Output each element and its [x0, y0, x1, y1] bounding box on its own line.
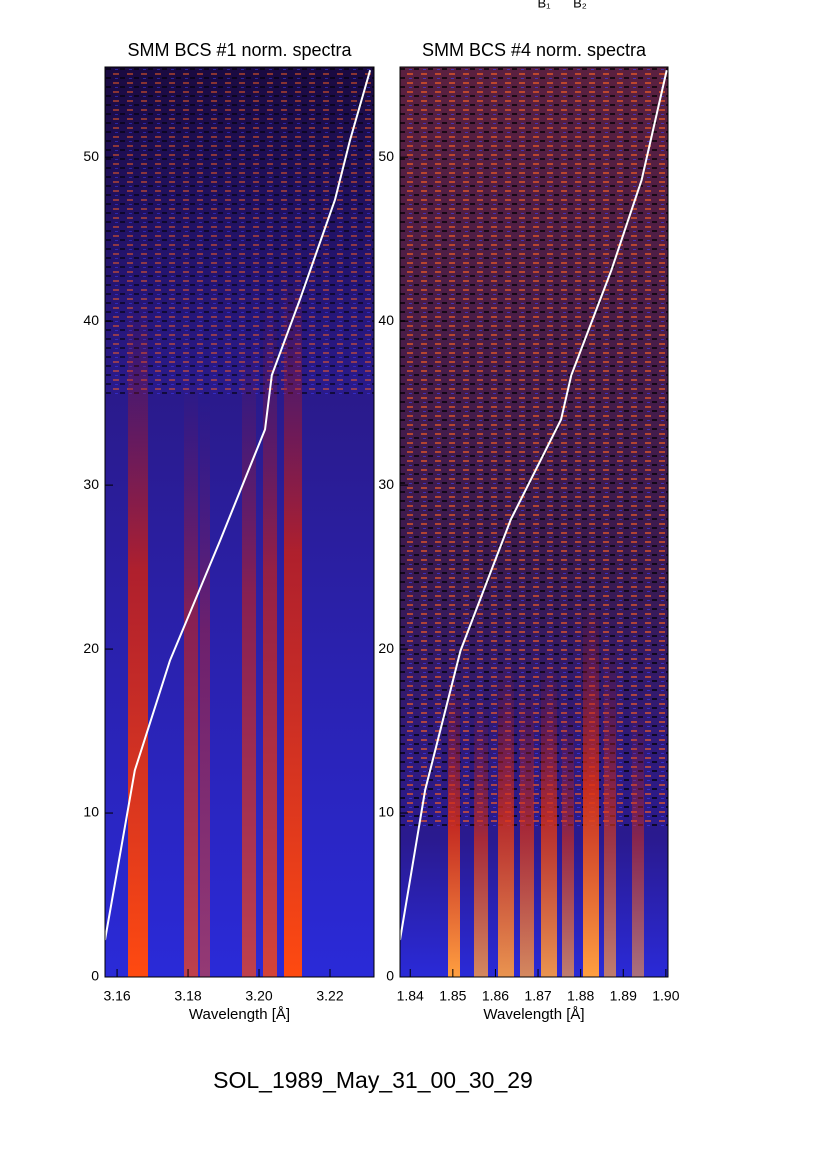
- x-axis-label: Wavelength [Å]: [483, 1006, 584, 1023]
- y-tick-label: 40: [378, 312, 394, 328]
- annotation: B₂: [573, 0, 587, 10]
- y-tick-label: 10: [83, 804, 99, 820]
- y-tick-label: 50: [378, 148, 394, 164]
- y-tick-label: 0: [386, 968, 394, 984]
- x-tick-label: 3.22: [316, 988, 343, 1004]
- x-tick-label: 3.20: [245, 988, 272, 1004]
- x-tick-label: 1.87: [524, 988, 551, 1004]
- y-tick-label: 20: [378, 640, 394, 656]
- y-tick-label: 20: [83, 640, 99, 656]
- chart-title: SMM BCS #4 norm. spectra: [422, 40, 647, 60]
- y-tick-label: 10: [378, 804, 394, 820]
- axes-frame: [399, 66, 669, 978]
- y-tick-label: 0: [91, 968, 99, 984]
- x-tick-label: 1.85: [439, 988, 466, 1004]
- x-tick-label: 3.18: [174, 988, 201, 1004]
- x-axis-label: Wavelength [Å]: [189, 1006, 290, 1023]
- chart-title: SMM BCS #1 norm. spectra: [127, 40, 352, 60]
- x-tick-label: 1.84: [397, 988, 424, 1004]
- x-tick-label: 1.89: [610, 988, 637, 1004]
- y-tick-label: 50: [83, 148, 99, 164]
- data-line: [104, 70, 372, 941]
- x-tick-label: 3.16: [103, 988, 130, 1004]
- footer: SOL_1989_May_31_00_30_29: [213, 1067, 533, 1093]
- y-tick-label: 30: [378, 476, 394, 492]
- annotation: B₁: [537, 0, 551, 10]
- y-tick-label: 30: [83, 476, 99, 492]
- x-tick-label: 1.90: [652, 988, 679, 1004]
- x-tick-label: 1.88: [567, 988, 594, 1004]
- data-line: [399, 70, 668, 941]
- heatmap-2: [400, 67, 668, 977]
- y-tick-label: 40: [83, 312, 99, 328]
- axes-frame: [104, 66, 375, 978]
- x-tick-label: 1.86: [482, 988, 509, 1004]
